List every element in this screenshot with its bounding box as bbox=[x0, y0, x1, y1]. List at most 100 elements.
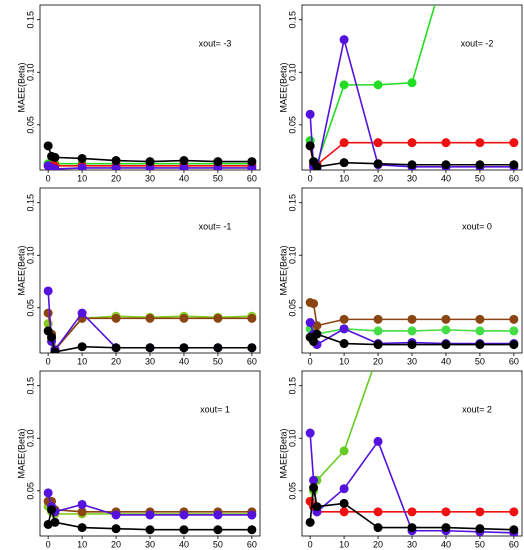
data-point bbox=[475, 314, 485, 324]
data-point bbox=[407, 340, 417, 350]
y-tick-label: 0.15 bbox=[287, 377, 297, 395]
data-point bbox=[339, 484, 349, 494]
x-tick-label: 20 bbox=[111, 356, 121, 366]
data-point bbox=[77, 342, 87, 352]
x-tick-label: 40 bbox=[179, 539, 189, 549]
data-point bbox=[145, 510, 155, 520]
data-point bbox=[77, 499, 87, 509]
x-tick-label: 50 bbox=[213, 539, 223, 549]
data-point bbox=[77, 523, 87, 533]
data-point bbox=[441, 325, 451, 335]
series-line bbox=[309, 39, 514, 170]
data-point bbox=[441, 314, 451, 324]
data-point bbox=[305, 318, 315, 328]
y-tick-label: 0.15 bbox=[25, 377, 35, 395]
data-point bbox=[509, 525, 519, 535]
data-point bbox=[43, 286, 53, 296]
annotation: xout= 2 bbox=[462, 404, 492, 414]
data-point bbox=[213, 313, 223, 323]
data-point bbox=[179, 313, 189, 323]
data-point bbox=[339, 158, 349, 168]
data-point bbox=[213, 343, 223, 353]
x-tick-label: 30 bbox=[407, 539, 417, 549]
data-point bbox=[509, 138, 519, 148]
panel: 0 10 20 30 40 50 60 0.05 0.10 0.15 MAEE(Beta) xout=… bbox=[16, 187, 261, 366]
x-tick-label: 20 bbox=[111, 173, 121, 183]
x-tick-label: 20 bbox=[111, 539, 121, 549]
data-point bbox=[339, 507, 349, 517]
data-point bbox=[309, 475, 319, 485]
x-tick-label: 10 bbox=[77, 539, 87, 549]
y-axis-label: MAEE(Beta) bbox=[278, 245, 288, 295]
y-tick-label: 0.10 bbox=[25, 63, 35, 81]
panel: 0 10 20 30 40 50 60 0.05 0.10 0.15 MAEE(Beta) xout=… bbox=[16, 4, 261, 183]
x-tick-label: 50 bbox=[475, 356, 485, 366]
data-point bbox=[50, 347, 60, 353]
data-point bbox=[43, 488, 53, 498]
x-tick-label: 10 bbox=[339, 539, 349, 549]
y-tick-label: 0.05 bbox=[287, 299, 297, 317]
data-point bbox=[77, 308, 87, 318]
data-point bbox=[441, 523, 451, 533]
data-point bbox=[179, 156, 189, 166]
data-point bbox=[441, 138, 451, 148]
x-tick-label: 20 bbox=[373, 356, 383, 366]
data-point bbox=[373, 507, 383, 517]
panel: 0 10 20 30 40 50 60 0.05 0.10 0.15 MAEE(Beta) xout=… bbox=[278, 4, 523, 183]
data-point bbox=[145, 525, 155, 535]
y-tick-label: 0.10 bbox=[287, 429, 297, 447]
y-tick-label: 0.05 bbox=[25, 299, 35, 317]
y-tick-label: 0.15 bbox=[25, 11, 35, 29]
data-point bbox=[305, 109, 315, 119]
data-point bbox=[373, 314, 383, 324]
data-point bbox=[312, 321, 322, 331]
data-point bbox=[305, 141, 315, 151]
data-point bbox=[373, 436, 383, 446]
data-point bbox=[47, 505, 57, 515]
y-axis-label: MAEE(Beta) bbox=[16, 62, 26, 112]
y-tick-label: 0.05 bbox=[287, 482, 297, 500]
data-point bbox=[441, 160, 451, 170]
data-point bbox=[509, 314, 519, 324]
x-tick-label: 40 bbox=[441, 539, 451, 549]
data-point bbox=[339, 314, 349, 324]
y-tick-label: 0.10 bbox=[25, 246, 35, 264]
x-tick-label: 60 bbox=[247, 356, 257, 366]
data-point bbox=[407, 507, 417, 517]
panel: 0 10 20 30 40 50 60 0.05 0.10 0.15 MAEE(Beta) xout=… bbox=[278, 370, 523, 549]
x-tick-label: 60 bbox=[509, 356, 519, 366]
data-point bbox=[77, 163, 87, 170]
data-point bbox=[179, 163, 189, 170]
data-point bbox=[111, 524, 121, 534]
x-tick-label: 0 bbox=[308, 173, 313, 183]
data-point bbox=[50, 164, 60, 170]
x-tick-label: 50 bbox=[213, 356, 223, 366]
data-point bbox=[111, 510, 121, 520]
data-point bbox=[111, 313, 121, 323]
data-point bbox=[373, 340, 383, 350]
x-tick-label: 10 bbox=[339, 356, 349, 366]
data-point bbox=[441, 507, 451, 517]
data-point bbox=[43, 141, 53, 151]
y-tick-label: 0.05 bbox=[25, 116, 35, 134]
data-point bbox=[312, 329, 322, 339]
plot-area bbox=[305, 298, 519, 350]
data-point bbox=[111, 163, 121, 170]
data-point bbox=[47, 332, 57, 342]
data-point bbox=[407, 314, 417, 324]
panel: 0 10 20 30 40 50 60 0.05 0.10 0.15 MAEE(Beta) xout=… bbox=[16, 370, 261, 549]
data-point bbox=[247, 313, 257, 323]
data-point bbox=[509, 326, 519, 336]
y-tick-label: 0.05 bbox=[25, 482, 35, 500]
plot-area bbox=[43, 488, 257, 535]
plot-area bbox=[43, 141, 257, 170]
data-point bbox=[145, 313, 155, 323]
y-tick-label: 0.15 bbox=[287, 11, 297, 29]
data-point bbox=[305, 428, 315, 438]
data-point bbox=[509, 340, 519, 350]
x-tick-label: 20 bbox=[373, 539, 383, 549]
data-point bbox=[111, 156, 121, 166]
data-point bbox=[475, 524, 485, 534]
data-point bbox=[373, 80, 383, 90]
x-tick-label: 40 bbox=[179, 173, 189, 183]
